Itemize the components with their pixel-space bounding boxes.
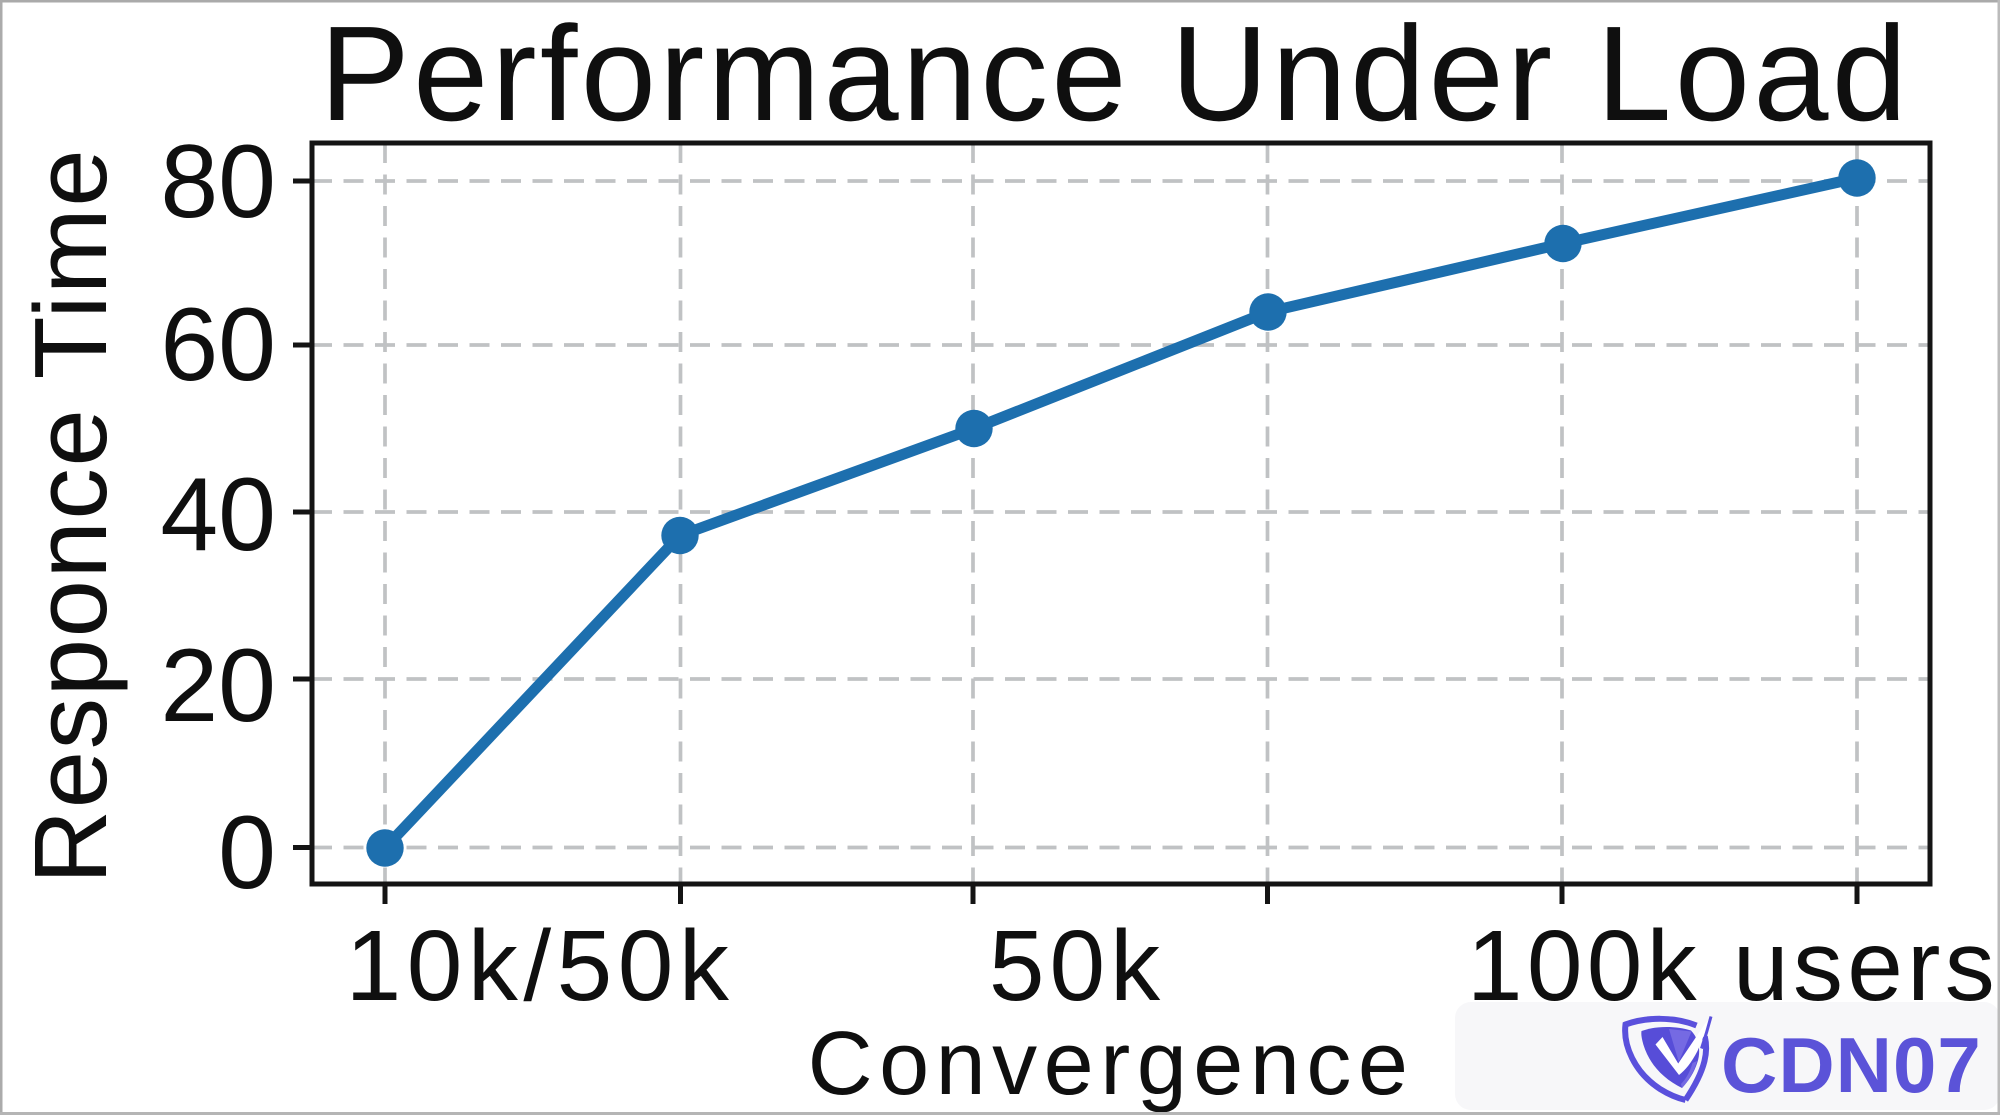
svg-text:0: 0 [218,795,276,911]
svg-text:10k/50k: 10k/50k [346,910,735,1022]
svg-text:100k users: 100k users [1467,910,1999,1022]
svg-text:CDN07: CDN07 [1721,1021,1982,1109]
svg-text:50k: 50k [989,910,1165,1022]
svg-text:20: 20 [160,628,276,744]
svg-text:40: 40 [160,457,276,573]
svg-text:Responce Time: Responce Time [13,148,128,884]
svg-text:80: 80 [160,124,276,240]
svg-text:Performance Under Load: Performance Under Load [320,0,1911,149]
svg-text:Convergence: Convergence [808,1014,1415,1114]
svg-text:60: 60 [160,287,276,403]
